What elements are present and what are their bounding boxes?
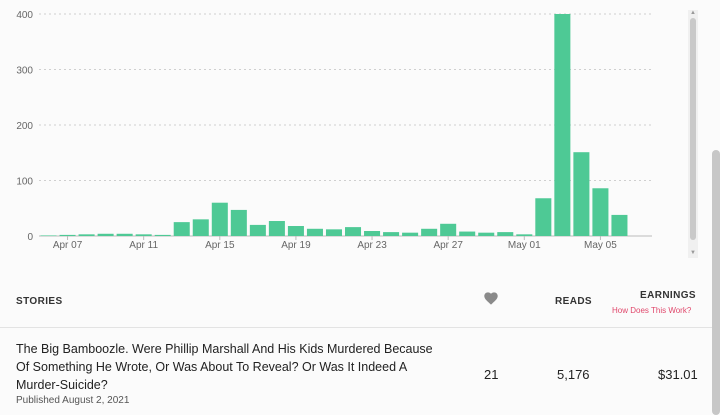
x-tick-label: Apr 23: [357, 240, 387, 251]
bar-apr-07: [59, 234, 76, 236]
earnings-column-header: EARNINGS: [640, 290, 696, 301]
table-row[interactable]: The Big Bamboozle. Were Phillip Marshall…: [0, 328, 712, 415]
bar-apr-12: [154, 234, 171, 236]
x-tick-label: May 01: [508, 240, 541, 251]
bar-apr-08: [78, 234, 95, 236]
y-tick-label: 400: [16, 10, 33, 21]
heart-icon: [484, 292, 500, 306]
bar-apr-22: [345, 227, 362, 236]
reads-column-header: READS: [555, 296, 593, 307]
y-tick-label: 0: [27, 232, 33, 243]
stories-column-header: STORIES: [16, 296, 63, 307]
bar-apr-18: [268, 221, 285, 236]
y-tick-label: 100: [16, 177, 33, 188]
bar-may-02: [535, 198, 552, 236]
page-scrollbar-thumb[interactable]: [712, 150, 720, 415]
x-tick-label: May 05: [584, 240, 617, 251]
bar-apr-20: [306, 228, 323, 236]
bar-may-06: [611, 214, 628, 236]
stories-table-header: STORIES READS EARNINGS How Does This Wor…: [0, 280, 712, 328]
x-tick-label: Apr 19: [281, 240, 311, 251]
story-reads-count: 5,176: [557, 367, 590, 382]
story-published-date: Published August 2, 2021: [16, 395, 130, 406]
x-tick-label: Apr 07: [53, 240, 83, 251]
bar-apr-19: [287, 226, 304, 236]
bar-apr-27: [440, 223, 457, 236]
bar-may-03: [554, 14, 571, 236]
bar-apr-26: [421, 228, 438, 236]
y-tick-label: 300: [16, 66, 33, 77]
reads-bar-chart: 0 100 200 300 400 Apr 07 Apr 11 Apr 15 Apr 19 Apr…: [16, 10, 652, 251]
bar-may-04: [573, 152, 590, 236]
how-does-this-work-link[interactable]: How Does This Work?: [612, 306, 692, 315]
bar-apr-14: [192, 219, 209, 236]
bar-apr-09: [97, 233, 114, 236]
x-tick-label: Apr 11: [129, 240, 158, 251]
bar-apr-10: [116, 233, 133, 236]
chart-scroll-up-icon[interactable]: ▲: [690, 10, 696, 16]
bar-apr-13: [173, 222, 190, 236]
story-votes-count: 21: [484, 367, 499, 382]
bar-apr-24: [383, 232, 400, 236]
bar-apr-30: [497, 232, 514, 236]
bar-apr-16: [230, 209, 247, 236]
bar-apr-23: [364, 231, 381, 236]
bar-apr-29: [478, 232, 495, 236]
x-tick-label: Apr 15: [205, 240, 235, 251]
bar-apr-06: [40, 235, 57, 236]
reads-chart: 0 100 200 300 400 Apr 07 Apr 11 Apr 15 Apr 19 Apr…: [16, 10, 698, 258]
bar-apr-11: [135, 234, 152, 236]
bar-may-01: [516, 234, 533, 236]
bar-apr-21: [325, 229, 342, 236]
bar-apr-25: [402, 232, 419, 236]
bar-apr-28: [459, 231, 476, 236]
story-earnings-value: $31.01: [658, 367, 698, 382]
y-tick-label: 200: [16, 121, 33, 132]
bar-may-05: [592, 188, 609, 236]
bar-apr-15: [211, 202, 228, 236]
chart-scroll-down-icon[interactable]: ▼: [690, 250, 696, 256]
chart-scrollbar-thumb[interactable]: [690, 18, 696, 240]
bar-apr-17: [249, 224, 266, 236]
story-title[interactable]: The Big Bamboozle. Were Phillip Marshall…: [16, 342, 433, 392]
x-tick-label: Apr 27: [433, 240, 463, 251]
